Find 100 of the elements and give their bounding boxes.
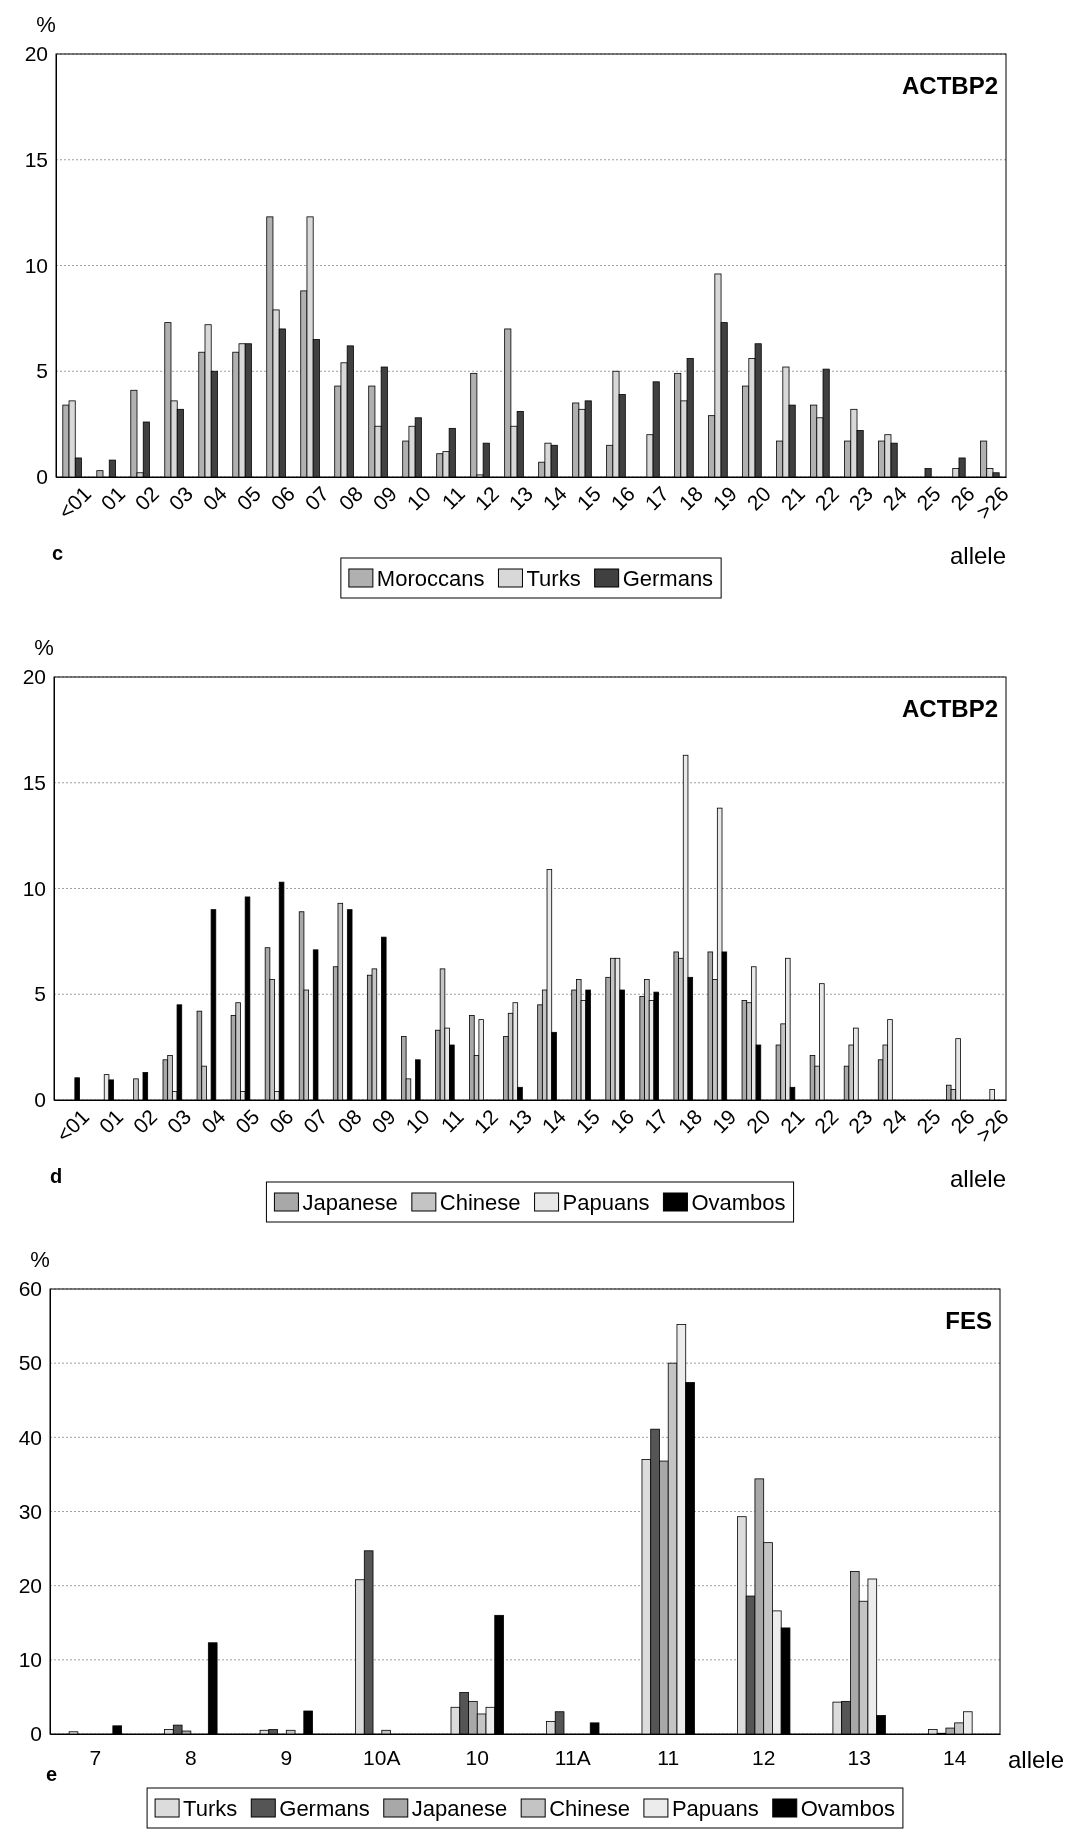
x-tick-label: 13 [504, 481, 538, 515]
legend-label: Papuans [671, 1796, 759, 1821]
x-tick-label: 06 [264, 1104, 298, 1138]
text: FES [945, 1307, 992, 1334]
x-tick-label: 18 [673, 1104, 707, 1138]
x-tick-label: 20 [742, 481, 776, 515]
x-tick-label: 13 [503, 1104, 537, 1138]
y-tick-label: 5 [34, 982, 46, 1006]
x-tick-label: <01 [51, 1104, 94, 1147]
x-tick-label: 22 [810, 481, 843, 515]
legend-label: Japanese [302, 1190, 398, 1215]
x-tick-label: 24 [877, 1104, 911, 1138]
x-tick-label: 09 [367, 1104, 400, 1138]
x-tick-label: 23 [844, 481, 877, 515]
y-tick-label: 5 [36, 359, 48, 383]
y-tick-label: 0 [34, 1088, 46, 1112]
x-tick-label: 15 [571, 1104, 605, 1138]
legend-label: Ovambos [691, 1190, 786, 1215]
y-tick-label: 10 [22, 876, 46, 900]
text: d [50, 1165, 63, 1187]
x-tick-label: 14 [942, 1745, 967, 1769]
x-tick-label: 02 [130, 481, 164, 515]
x-tick-label: 11 [436, 1104, 468, 1137]
x-tick-label: 11 [657, 1745, 680, 1769]
x-tick-label: 14 [537, 1104, 571, 1138]
x-tick-label: 17 [640, 481, 674, 515]
x-tick-label: 17 [639, 1104, 673, 1138]
text: e [46, 1763, 58, 1785]
y-tick-label: 20 [24, 42, 48, 66]
legend-label: Chinese [439, 1190, 521, 1215]
legend-label: Moroccans [376, 566, 485, 591]
legend-label: Turks [183, 1796, 238, 1821]
x-tick-label: 14 [538, 481, 572, 515]
y-tick-label: 10 [24, 253, 48, 277]
x-tick-label: 10 [465, 1745, 489, 1769]
legend-label: Turks [526, 566, 581, 591]
x-tick-label: 16 [606, 481, 640, 515]
text: ACTBP2 [901, 695, 998, 722]
x-tick-label: 10 [401, 1104, 434, 1138]
x-tick-label: 19 [708, 481, 742, 515]
x-tick-label: 05 [230, 1104, 264, 1138]
x-tick-label: 07 [298, 1104, 332, 1138]
x-tick-label: 25 [912, 1104, 945, 1138]
y-tick-label: 0 [30, 1722, 42, 1746]
y-axis-title: % [36, 12, 56, 37]
x-tick-label: 21 [775, 1104, 809, 1138]
x-axis-title: allele [1008, 1746, 1065, 1773]
x-tick-label: 20 [741, 1104, 775, 1138]
x-tick-label: 25 [912, 481, 945, 515]
y-tick-label: 15 [24, 147, 48, 171]
x-tick-label: 18 [674, 481, 708, 515]
x-axis-title: allele [949, 1165, 1006, 1192]
x-tick-label: 05 [232, 481, 266, 515]
legend-label: Ovambos [800, 1796, 895, 1821]
x-axis-title: allele [949, 542, 1006, 569]
x-tick-label: 09 [368, 481, 402, 515]
y-axis-title: % [30, 1247, 50, 1272]
x-tick-label: 11 [437, 481, 470, 514]
x-tick-label: 15 [572, 481, 606, 515]
x-tick-label: 13 [847, 1745, 871, 1769]
legend-label: Papuans [562, 1190, 650, 1215]
x-tick-label: 8 [184, 1745, 197, 1769]
y-tick-label: 30 [18, 1499, 42, 1523]
x-tick-label: 01 [94, 1104, 128, 1138]
y-tick-label: 10 [18, 1648, 42, 1672]
x-tick-label: 24 [878, 481, 912, 515]
x-tick-label: <01 [53, 481, 96, 524]
legend-label: Japanese [411, 1796, 508, 1821]
x-tick-label: 10 [402, 481, 436, 515]
x-tick-label: 10A [363, 1745, 401, 1769]
y-axis-title: % [34, 635, 54, 660]
x-tick-label: 9 [280, 1745, 293, 1769]
x-tick-label: 07 [300, 481, 334, 515]
x-tick-label: 11A [554, 1745, 591, 1769]
y-tick-label: 15 [22, 770, 46, 794]
x-tick-label: 03 [162, 1104, 196, 1138]
x-tick-label: 12 [469, 1104, 502, 1138]
x-tick-label: 03 [164, 481, 198, 515]
y-tick-label: 40 [18, 1425, 42, 1449]
x-tick-label: 06 [266, 481, 300, 515]
y-tick-label: 20 [22, 665, 46, 689]
text: ACTBP2 [901, 72, 998, 99]
x-tick-label: 12 [470, 481, 504, 515]
text: c [52, 542, 64, 564]
x-tick-label: 04 [196, 1104, 230, 1138]
legend-label: Germans [622, 566, 714, 591]
y-tick-label: 0 [36, 465, 48, 489]
x-tick-label: 21 [776, 481, 809, 515]
x-tick-label: 22 [809, 1104, 843, 1138]
x-tick-label: 12 [752, 1745, 776, 1769]
legend-label: Germans [279, 1796, 370, 1821]
x-tick-label: 16 [605, 1104, 639, 1138]
y-tick-label: 50 [18, 1351, 42, 1375]
x-tick-label: 02 [128, 1104, 162, 1138]
legend-label: Chinese [549, 1796, 630, 1821]
x-tick-label: 01 [96, 481, 130, 515]
y-tick-label: 60 [18, 1277, 42, 1301]
x-tick-label: 04 [198, 481, 232, 515]
x-tick-label: 23 [843, 1104, 877, 1138]
x-tick-label: 08 [334, 481, 368, 515]
